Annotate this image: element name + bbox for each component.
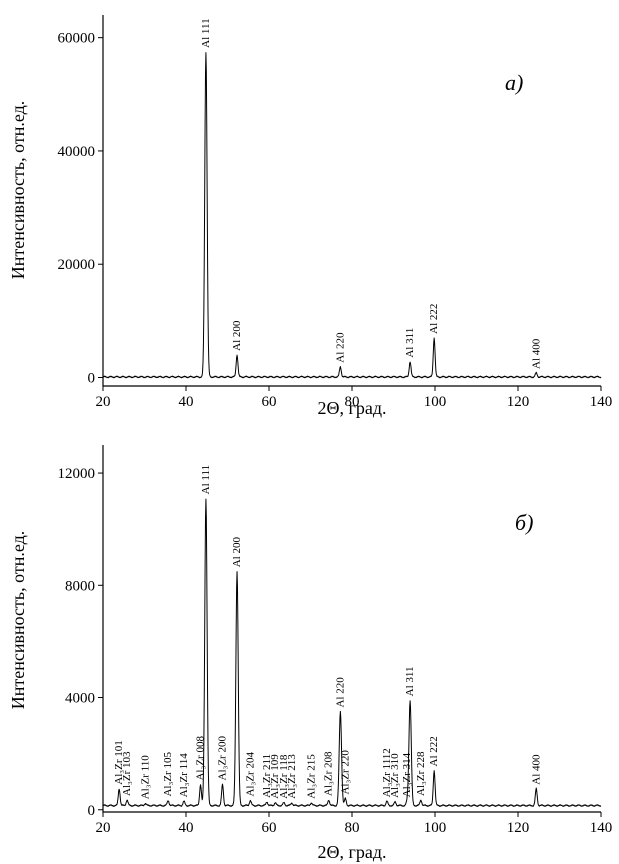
panel-a-chart: 20 40 60 80 100 120 140 0 20000 40000 60000 Al 111…	[8, 15, 612, 418]
panel-a-x-axis-title: 2Θ, град.	[317, 398, 386, 418]
panel-b-peak-label-0: Al₃Zr 101	[113, 740, 125, 784]
panel-b-peak-label-16: Al 220	[334, 677, 346, 708]
panel-a-x-tick-label-4: 100	[424, 394, 447, 410]
panel-a-y-tick-label-3: 60000	[58, 31, 96, 47]
panel-a-peak-label-2: Al 220	[334, 332, 346, 363]
panel-b-peak-label-20: Al₃Zr 314	[401, 752, 413, 797]
panel-a-peak-labels: Al 111 Al 200 Al 220 Al 311 Al 222 Al 400	[200, 18, 542, 369]
panel-a-label: а)	[505, 70, 523, 95]
panel-b-y-tick-label-2: 8000	[65, 578, 95, 594]
panel-a-x-tick-label-3: 80	[345, 394, 360, 410]
panel-a-y-tick-label-1: 20000	[58, 257, 96, 273]
panel-b-x-tick-label-0: 20	[96, 820, 111, 836]
panel-b-peak-label-5: Al₃Zr 008	[195, 736, 207, 781]
panel-b-peak-label-4: Al₃Zr 114	[178, 753, 190, 798]
panel-b-chart: 20 40 60 80 100 120 140 0 4000 8000 12000 Al₃Zr 10…	[8, 445, 612, 862]
panel-a-peak-label-0: Al 111	[200, 18, 212, 47]
panel-a-y-tick-label-2: 40000	[58, 144, 96, 160]
panel-a-pattern	[102, 52, 602, 379]
panel-b-peak-label-22: Al₃Zr 228	[415, 751, 427, 796]
panel-b-x-tick-label-3: 80	[345, 820, 360, 836]
panel-b-peak-label-9: Al₃Zr 204	[244, 752, 256, 797]
panel-b-x-tick-label-4: 100	[424, 820, 447, 836]
panel-a-peak-label-1: Al 200	[231, 320, 243, 351]
panel-b-peak-label-15: Al₃Zr 208	[323, 751, 335, 796]
panel-a-axes	[102, 15, 601, 387]
panel-b-peak-label-18: Al₃Zr 1112	[381, 748, 393, 797]
panel-b-x-axis-title: 2Θ, град.	[317, 842, 386, 862]
panel-b-peak-label-1: Al₃Zr 103	[121, 751, 133, 796]
panel-b-x-tick-label-1: 40	[179, 820, 194, 836]
panel-b-peak-label-7: Al₃Zr 200	[217, 736, 229, 781]
panel-b-y-tick-label-3: 12000	[58, 466, 96, 482]
panel-a-y-axis-title: Интенсивность, отн.ед.	[8, 101, 28, 280]
panel-b-peak-label-6: Al 111	[200, 465, 212, 494]
panel-b-label: б)	[515, 510, 533, 535]
panel-b-peak-label-11: Al₃Zr 109	[269, 754, 281, 799]
panel-b-peak-label-21: Al 311	[404, 666, 416, 696]
panel-b-ticks: 20 40 60 80 100 120 140 0 4000 8000 12000	[58, 466, 613, 836]
panel-b-y-tick-label-0: 0	[88, 803, 96, 819]
panel-b-pattern	[102, 498, 602, 807]
panel-b-y-tick-label-1: 4000	[65, 691, 95, 707]
panel-b-peak-label-12: Al₃Zr 118	[278, 754, 290, 799]
panel-b-peak-label-13: Al₃Zr 213	[286, 754, 298, 799]
panel-a-peak-label-3: Al 311	[404, 328, 416, 358]
panel-a-x-tick-label-1: 40	[179, 394, 194, 410]
panel-b-peak-label-23: Al 222	[428, 736, 440, 766]
panel-a-peak-label-4: Al 222	[428, 304, 440, 334]
panel-b-peak-label-24: Al 400	[530, 754, 542, 785]
panel-b-peak-label-17: Al₃Zr 220	[339, 750, 351, 795]
panel-a-x-tick-label-5: 120	[507, 394, 530, 410]
panel-a-x-tick-label-6: 140	[590, 394, 613, 410]
panel-b-peak-label-10: Al₃Zr 211	[261, 754, 273, 798]
panel-b-peak-label-14: Al₃Zr 215	[305, 754, 317, 799]
panel-b-x-tick-label-5: 120	[507, 820, 530, 836]
panel-b-peak-label-8: Al 200	[231, 537, 243, 568]
panel-a-peak-label-5: Al 400	[530, 338, 542, 369]
panel-b-y-axis-title: Интенсивность, отн.ед.	[8, 531, 28, 710]
panel-a-y-tick-label-0: 0	[88, 371, 96, 387]
panel-b-xrd-line	[102, 498, 602, 807]
panel-a-x-tick-label-2: 60	[262, 394, 277, 410]
panel-b-peak-label-3: Al₃Zr 105	[162, 752, 174, 797]
panel-b-peak-label-2: Al₃Zr 110	[139, 755, 151, 800]
panel-b-x-tick-label-6: 140	[590, 820, 613, 836]
panel-a-ticks: 20 40 60 80 100 120 140 0 20000 40000 60000	[58, 31, 613, 410]
panel-a-x-tick-label-0: 20	[96, 394, 111, 410]
panel-b-peak-label-19: Al₃Zr 310	[389, 753, 401, 798]
panel-b-x-tick-label-2: 60	[262, 820, 277, 836]
panel-a-xrd-line	[102, 52, 602, 379]
